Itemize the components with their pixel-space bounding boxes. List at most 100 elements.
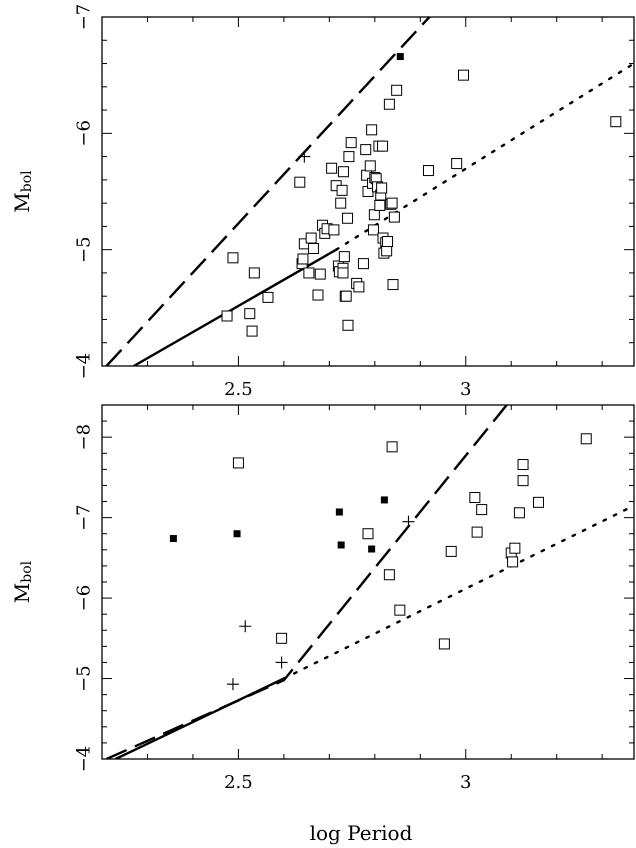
dashed-relation-line bbox=[106, 405, 508, 759]
open-square-point bbox=[386, 441, 398, 453]
filled-square-point bbox=[396, 53, 404, 61]
open-square-point bbox=[381, 245, 393, 257]
open-square-point bbox=[471, 526, 483, 538]
open-square-point bbox=[507, 556, 519, 568]
open-square-point bbox=[391, 84, 403, 96]
open-square-point bbox=[227, 252, 239, 264]
plus-point bbox=[275, 656, 288, 669]
open-square-point bbox=[580, 433, 592, 445]
open-square-point bbox=[533, 496, 545, 508]
open-square-point bbox=[345, 137, 357, 149]
open-square-point bbox=[303, 267, 315, 279]
open-square-point bbox=[509, 542, 521, 554]
open-square-point bbox=[248, 267, 260, 279]
y-tick-label: −5 bbox=[74, 665, 95, 692]
open-square-point bbox=[368, 209, 380, 221]
open-square-point bbox=[336, 184, 348, 196]
open-square-point bbox=[366, 124, 378, 136]
y-tick-label: −5 bbox=[74, 236, 95, 263]
dotted-relation-line bbox=[282, 504, 634, 680]
solid-relation-line bbox=[115, 677, 285, 759]
top-panel: 2.5 3 −4 −5 −6 −7 Mbol bbox=[10, 4, 635, 400]
y-axis-title-subscript: bol bbox=[19, 170, 35, 192]
filled-square-point bbox=[380, 496, 388, 504]
open-square-point bbox=[383, 569, 395, 581]
plot-frame bbox=[101, 404, 635, 760]
open-square-point bbox=[374, 199, 386, 211]
open-square-point bbox=[232, 457, 244, 469]
open-square-point bbox=[517, 475, 529, 487]
open-square-point bbox=[337, 166, 349, 178]
filled-square-point bbox=[337, 541, 345, 549]
y-tick-label: −7 bbox=[74, 4, 95, 31]
bottom-panel: 2.5 3 −4 −5 −6 −7 −8 Mbol bbox=[10, 404, 635, 793]
open-square-point bbox=[364, 160, 376, 172]
open-square-point bbox=[357, 258, 369, 270]
open-square-point bbox=[246, 325, 258, 337]
y-axis-title: Mbol bbox=[10, 170, 35, 213]
plus-point bbox=[298, 150, 311, 163]
open-square-point bbox=[386, 197, 398, 209]
open-square-point bbox=[377, 140, 389, 152]
y-axis-title-subscript: bol bbox=[19, 560, 35, 582]
x-tick-label: 3 bbox=[460, 772, 471, 793]
open-square-point bbox=[610, 116, 622, 128]
open-square-point bbox=[328, 224, 340, 236]
open-square-point bbox=[312, 289, 324, 301]
filled-square-point bbox=[335, 508, 343, 516]
open-square-point bbox=[221, 310, 233, 322]
open-square-point bbox=[294, 176, 306, 188]
y-tick-label: −6 bbox=[74, 120, 95, 147]
open-square-point bbox=[438, 638, 450, 650]
open-square-point bbox=[457, 69, 469, 81]
plus-point bbox=[239, 620, 252, 633]
open-square-point bbox=[362, 528, 374, 540]
open-square-point bbox=[445, 545, 457, 557]
open-square-point bbox=[517, 459, 529, 471]
dotted-relation-line bbox=[335, 62, 634, 251]
open-square-point bbox=[394, 604, 406, 616]
filled-square-point bbox=[233, 530, 241, 538]
open-square-point bbox=[342, 212, 354, 224]
open-square-point bbox=[337, 267, 349, 279]
y-tick-label: −4 bbox=[74, 746, 95, 773]
open-square-point bbox=[244, 308, 256, 320]
filled-square-point bbox=[169, 535, 177, 543]
open-square-point bbox=[305, 232, 317, 244]
y-tick-label: −7 bbox=[74, 504, 95, 531]
open-square-point bbox=[376, 182, 388, 194]
open-square-point bbox=[340, 290, 352, 302]
open-square-point bbox=[326, 162, 338, 174]
y-tick-label: −4 bbox=[74, 353, 95, 380]
open-square-point bbox=[513, 507, 525, 519]
y-tick-label: −6 bbox=[74, 585, 95, 612]
x-tick-label: 2.5 bbox=[224, 772, 253, 793]
y-tick-label: −8 bbox=[74, 424, 95, 451]
open-square-point bbox=[360, 144, 372, 156]
open-square-point bbox=[388, 211, 400, 223]
open-square-point bbox=[383, 98, 395, 110]
x-axis-title: log Period bbox=[310, 821, 413, 845]
filled-square-point bbox=[368, 545, 376, 553]
plus-point bbox=[402, 515, 415, 528]
open-square-point bbox=[342, 319, 354, 331]
y-axis-title: Mbol bbox=[10, 560, 35, 603]
open-square-point bbox=[314, 268, 326, 280]
plot-frame bbox=[101, 16, 635, 367]
open-square-point bbox=[451, 158, 463, 170]
open-square-point bbox=[353, 281, 365, 293]
open-square-point bbox=[307, 243, 319, 255]
plus-point bbox=[226, 678, 239, 691]
open-square-point bbox=[387, 279, 399, 291]
open-square-point bbox=[262, 291, 274, 303]
open-square-point bbox=[469, 492, 481, 504]
x-tick-label: 2.5 bbox=[224, 379, 253, 400]
open-square-point bbox=[382, 236, 394, 248]
open-square-point bbox=[422, 165, 434, 177]
open-square-point bbox=[276, 632, 288, 644]
dashed-relation-line bbox=[105, 17, 431, 366]
open-square-point bbox=[343, 151, 355, 163]
open-square-point bbox=[367, 224, 379, 236]
x-tick-label: 3 bbox=[460, 379, 471, 400]
